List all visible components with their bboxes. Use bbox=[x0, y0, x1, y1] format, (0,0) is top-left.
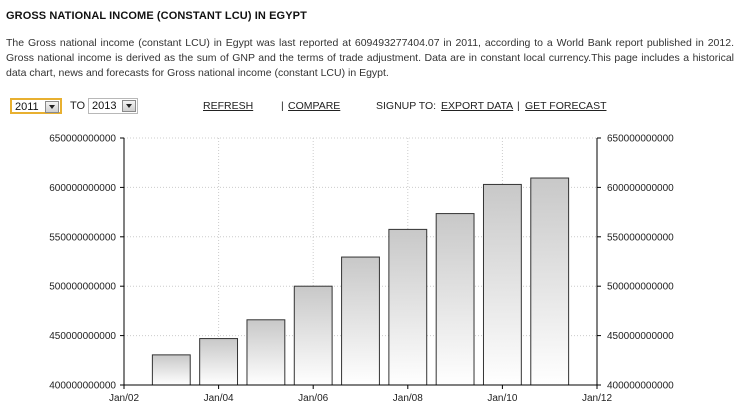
y-tick-label-right: 550000000000 bbox=[607, 232, 674, 243]
y-tick-label-left: 550000000000 bbox=[49, 232, 116, 243]
y-tick-label-left: 450000000000 bbox=[49, 331, 116, 342]
bar-2005 bbox=[246, 319, 286, 386]
export-data-link[interactable]: EXPORT DATA bbox=[441, 100, 514, 112]
to-year-value: 2013 bbox=[92, 100, 117, 112]
separator: | bbox=[517, 100, 520, 112]
bar-2008 bbox=[388, 228, 428, 386]
y-tick-label-right: 650000000000 bbox=[607, 134, 674, 145]
description-text: The Gross national income (constant LCU)… bbox=[6, 37, 734, 79]
refresh-link[interactable]: REFRESH bbox=[203, 100, 254, 112]
y-tick-label-right: 600000000000 bbox=[607, 183, 674, 194]
bar-2006 bbox=[293, 285, 333, 386]
bar-2009 bbox=[435, 213, 475, 386]
x-tick-label: Jan/10 bbox=[487, 393, 517, 404]
bar-2010 bbox=[482, 183, 522, 386]
from-year-select[interactable]: 2011 bbox=[10, 98, 62, 114]
chevron-down-icon[interactable] bbox=[122, 100, 136, 112]
x-tick-label: Jan/04 bbox=[204, 393, 234, 404]
bar-2003 bbox=[151, 354, 191, 386]
x-tick-label: Jan/06 bbox=[298, 393, 328, 404]
y-tick-label-left: 400000000000 bbox=[49, 381, 116, 392]
page-title: GROSS NATIONAL INCOME (CONSTANT LCU) IN … bbox=[6, 10, 307, 22]
chevron-down-icon[interactable] bbox=[45, 101, 59, 113]
from-year-value: 2011 bbox=[15, 101, 39, 113]
chart-controls: 2011 TO 2013 REFRESH | COMPARE SIGNUP TO… bbox=[0, 97, 734, 117]
bar-2004 bbox=[199, 338, 239, 386]
y-tick-label-left: 500000000000 bbox=[49, 282, 116, 293]
y-tick-label-right: 450000000000 bbox=[607, 331, 674, 342]
bar-2007 bbox=[341, 256, 380, 386]
y-tick-label-right: 500000000000 bbox=[607, 282, 674, 293]
x-tick-label: Jan/12 bbox=[582, 393, 612, 404]
to-label: TO bbox=[70, 100, 86, 112]
x-tick-label: Jan/08 bbox=[393, 393, 423, 404]
y-tick-label-left: 650000000000 bbox=[49, 134, 116, 145]
separator: | bbox=[281, 100, 284, 112]
x-tick-label: Jan/02 bbox=[109, 393, 139, 404]
bar-2011 bbox=[530, 177, 570, 386]
y-tick-label-right: 400000000000 bbox=[607, 381, 674, 392]
to-year-select[interactable]: 2013 bbox=[88, 98, 138, 114]
signup-label: SIGNUP TO: bbox=[376, 100, 437, 112]
compare-link[interactable]: COMPARE bbox=[288, 100, 341, 112]
y-tick-label-left: 600000000000 bbox=[49, 183, 116, 194]
get-forecast-link[interactable]: GET FORECAST bbox=[525, 100, 607, 112]
